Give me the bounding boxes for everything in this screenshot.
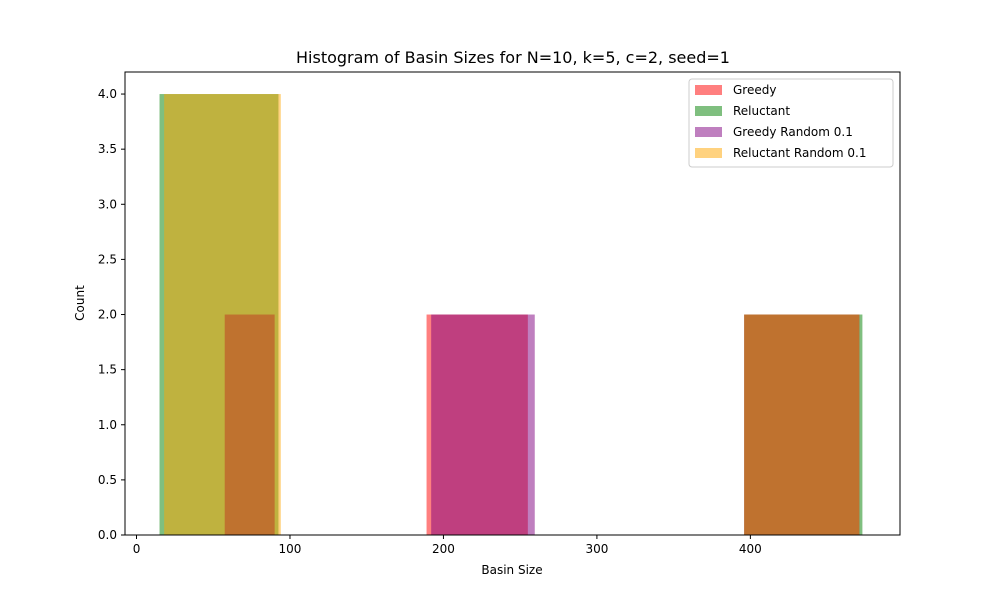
chart-title: Histogram of Basin Sizes for N=10, k=5, … bbox=[296, 48, 730, 67]
y-tick-label: 2.0 bbox=[98, 308, 117, 322]
y-tick-label: 3.5 bbox=[98, 142, 117, 156]
y-tick-label: 1.5 bbox=[98, 363, 117, 377]
x-tick-label: 300 bbox=[585, 542, 608, 556]
y-axis-label: Count bbox=[73, 285, 87, 321]
legend: Greedy Reluctant Greedy Random 0.1 Reluctan… bbox=[688, 78, 894, 168]
legend-swatch-reluctant-random-0-1 bbox=[695, 148, 722, 158]
y-tick-label: 3.0 bbox=[98, 197, 117, 211]
plot-area-frame bbox=[124, 71, 901, 536]
y-tick-label: 4.0 bbox=[98, 87, 117, 101]
x-axis-label: Basin Size bbox=[481, 563, 542, 577]
y-tick-label: 1.0 bbox=[98, 418, 117, 432]
y-tick-label: 0.0 bbox=[98, 528, 117, 542]
bar-greedy-random-0-1-1 bbox=[431, 314, 535, 535]
x-tick-label: 400 bbox=[739, 542, 762, 556]
legend-swatch-reluctant bbox=[695, 106, 722, 116]
legend-box bbox=[688, 78, 894, 168]
x-tick-label: 100 bbox=[279, 542, 302, 556]
bar-reluctant-random-0-1-1 bbox=[744, 314, 860, 535]
legend-label-greedy-random-0-1: Greedy Random 0.1 bbox=[733, 125, 853, 139]
legend-label-greedy: Greedy bbox=[733, 83, 776, 97]
x-tick-label: 200 bbox=[432, 542, 455, 556]
legend-label-reluctant-random-0-1: Reluctant Random 0.1 bbox=[733, 146, 866, 160]
x-axis-ticks: 0 100 200 300 400 bbox=[133, 535, 762, 556]
y-axis-ticks: 0.0 0.5 1.0 1.5 2.0 2.5 3.0 3.5 4.0 bbox=[98, 87, 125, 542]
legend-label-reluctant: Reluctant bbox=[733, 104, 790, 118]
legend-swatch-greedy-random-0-1 bbox=[695, 127, 722, 137]
y-tick-label: 0.5 bbox=[98, 473, 117, 487]
bar-reluctant-random-0-1-0 bbox=[164, 94, 281, 536]
bars-layer bbox=[159, 94, 863, 536]
y-tick-label: 2.5 bbox=[98, 252, 117, 266]
x-tick-label: 0 bbox=[133, 542, 141, 556]
legend-swatch-greedy bbox=[695, 85, 722, 95]
